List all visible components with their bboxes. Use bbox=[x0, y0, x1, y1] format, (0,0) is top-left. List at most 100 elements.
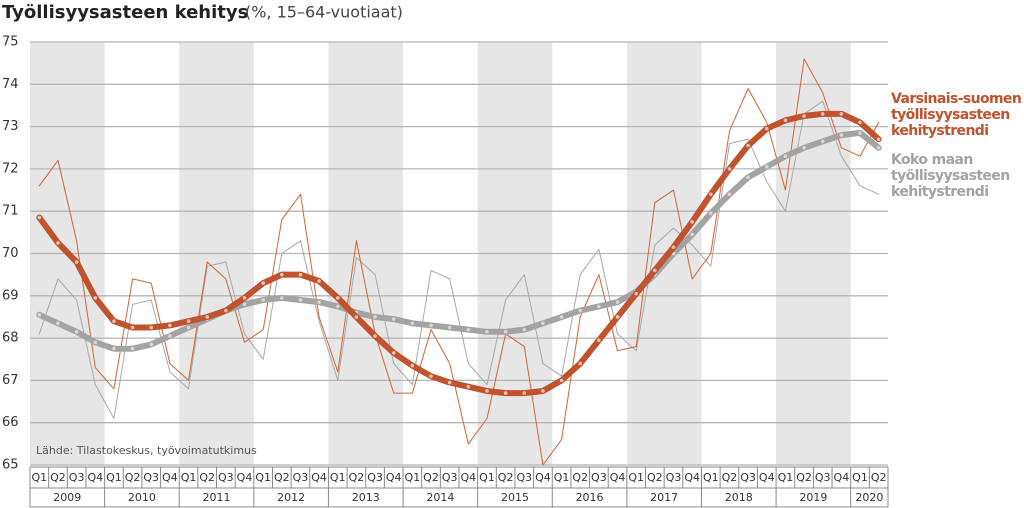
x-tick-label: Q4 bbox=[162, 471, 178, 484]
series-point bbox=[876, 137, 881, 142]
series-point bbox=[373, 315, 377, 319]
y-tick-label: 75 bbox=[2, 35, 19, 50]
x-tick-label: Q2 bbox=[796, 471, 812, 484]
y-tick-label: 67 bbox=[2, 373, 19, 388]
year-label: 2016 bbox=[576, 491, 604, 504]
x-tick-label: Q1 bbox=[778, 471, 794, 484]
series-point bbox=[298, 298, 303, 302]
series-point bbox=[876, 145, 881, 150]
x-tick-label: Q3 bbox=[666, 471, 682, 484]
series-point bbox=[503, 391, 508, 395]
series-point bbox=[615, 300, 620, 304]
series-point bbox=[186, 325, 191, 330]
series-point bbox=[466, 384, 471, 389]
series-point bbox=[149, 325, 154, 330]
x-tick-label: Q1 bbox=[106, 471, 122, 484]
series-point bbox=[522, 327, 527, 332]
series-point bbox=[93, 340, 98, 345]
x-tick-label: Q2 bbox=[498, 471, 514, 484]
series-point bbox=[634, 291, 638, 296]
series-point bbox=[112, 346, 116, 351]
series-point bbox=[858, 131, 862, 135]
series-point bbox=[764, 126, 769, 131]
series-point bbox=[578, 361, 583, 366]
series-point bbox=[149, 342, 154, 347]
series-point bbox=[802, 114, 806, 118]
x-tick-label: Q2 bbox=[199, 471, 215, 484]
series-point bbox=[224, 308, 228, 313]
series-point bbox=[429, 374, 433, 378]
year-label: 2011 bbox=[203, 491, 231, 504]
y-tick-label: 72 bbox=[2, 161, 19, 176]
x-tick-label: Q3 bbox=[442, 471, 458, 484]
chart-subtitle: (%, 15–64-vuotiaat) bbox=[245, 3, 403, 22]
series-point bbox=[298, 272, 303, 277]
series-point bbox=[280, 296, 284, 300]
x-tick-label: Q2 bbox=[647, 471, 663, 484]
x-tick-label: Q1 bbox=[554, 471, 570, 484]
series-line bbox=[38, 100, 880, 419]
series-point bbox=[74, 329, 79, 334]
series-point bbox=[429, 323, 433, 328]
x-tick-label: Q3 bbox=[293, 471, 309, 484]
series-line bbox=[38, 58, 880, 466]
x-tick-label: Q1 bbox=[628, 471, 644, 484]
y-tick-label: 71 bbox=[2, 204, 19, 219]
x-tick-label: Q1 bbox=[852, 471, 868, 484]
year-label: 2015 bbox=[501, 491, 529, 504]
x-tick-label: Q2 bbox=[125, 471, 141, 484]
x-tick-label: Q3 bbox=[218, 471, 234, 484]
series-point bbox=[242, 296, 247, 300]
series-point bbox=[261, 298, 265, 302]
series-point bbox=[186, 319, 191, 323]
x-tick-label: Q1 bbox=[330, 471, 346, 484]
series-point bbox=[541, 389, 545, 393]
series-point bbox=[503, 329, 508, 334]
x-tick-label: Q2 bbox=[722, 471, 738, 484]
series-point bbox=[839, 112, 844, 116]
x-tick-label: Q1 bbox=[479, 471, 495, 484]
series-point bbox=[541, 321, 545, 326]
series-point bbox=[168, 323, 172, 328]
series-point bbox=[205, 315, 209, 319]
x-tick-label: Q2 bbox=[871, 471, 887, 484]
x-tick-label: Q2 bbox=[572, 471, 588, 484]
series-point bbox=[280, 272, 284, 277]
x-tick-label: Q3 bbox=[815, 471, 831, 484]
series-point bbox=[485, 389, 489, 393]
series-point bbox=[559, 315, 564, 319]
series-point bbox=[764, 164, 769, 169]
x-tick-label: Q4 bbox=[386, 471, 402, 484]
x-tick-label: Q4 bbox=[834, 471, 850, 484]
x-tick-label: Q4 bbox=[610, 471, 626, 484]
year-label: 2009 bbox=[53, 491, 81, 504]
series-point bbox=[820, 139, 825, 144]
y-tick-label: 69 bbox=[2, 288, 19, 303]
series-point bbox=[130, 346, 135, 351]
x-tick-label: Q3 bbox=[740, 471, 756, 484]
series-point bbox=[317, 300, 321, 304]
series-point bbox=[261, 281, 265, 285]
series-point bbox=[671, 245, 676, 249]
year-label: 2013 bbox=[352, 491, 380, 504]
y-tick-label: 66 bbox=[2, 415, 19, 430]
x-tick-label: Q2 bbox=[349, 471, 365, 484]
series-point bbox=[690, 219, 694, 224]
series-point bbox=[839, 133, 844, 137]
y-tick-label: 74 bbox=[2, 77, 19, 92]
series-point bbox=[335, 296, 340, 300]
series-point bbox=[168, 334, 172, 338]
x-tick-label: Q4 bbox=[311, 471, 327, 484]
series-point bbox=[410, 321, 415, 326]
series-point bbox=[354, 315, 359, 319]
series-point bbox=[578, 308, 583, 313]
y-tick-label: 68 bbox=[2, 331, 19, 346]
x-tick-label: Q3 bbox=[591, 471, 607, 484]
series-point bbox=[373, 334, 377, 338]
series-line bbox=[36, 110, 882, 397]
series-line bbox=[36, 129, 882, 352]
series-point bbox=[709, 192, 713, 197]
year-label: 2012 bbox=[277, 491, 305, 504]
